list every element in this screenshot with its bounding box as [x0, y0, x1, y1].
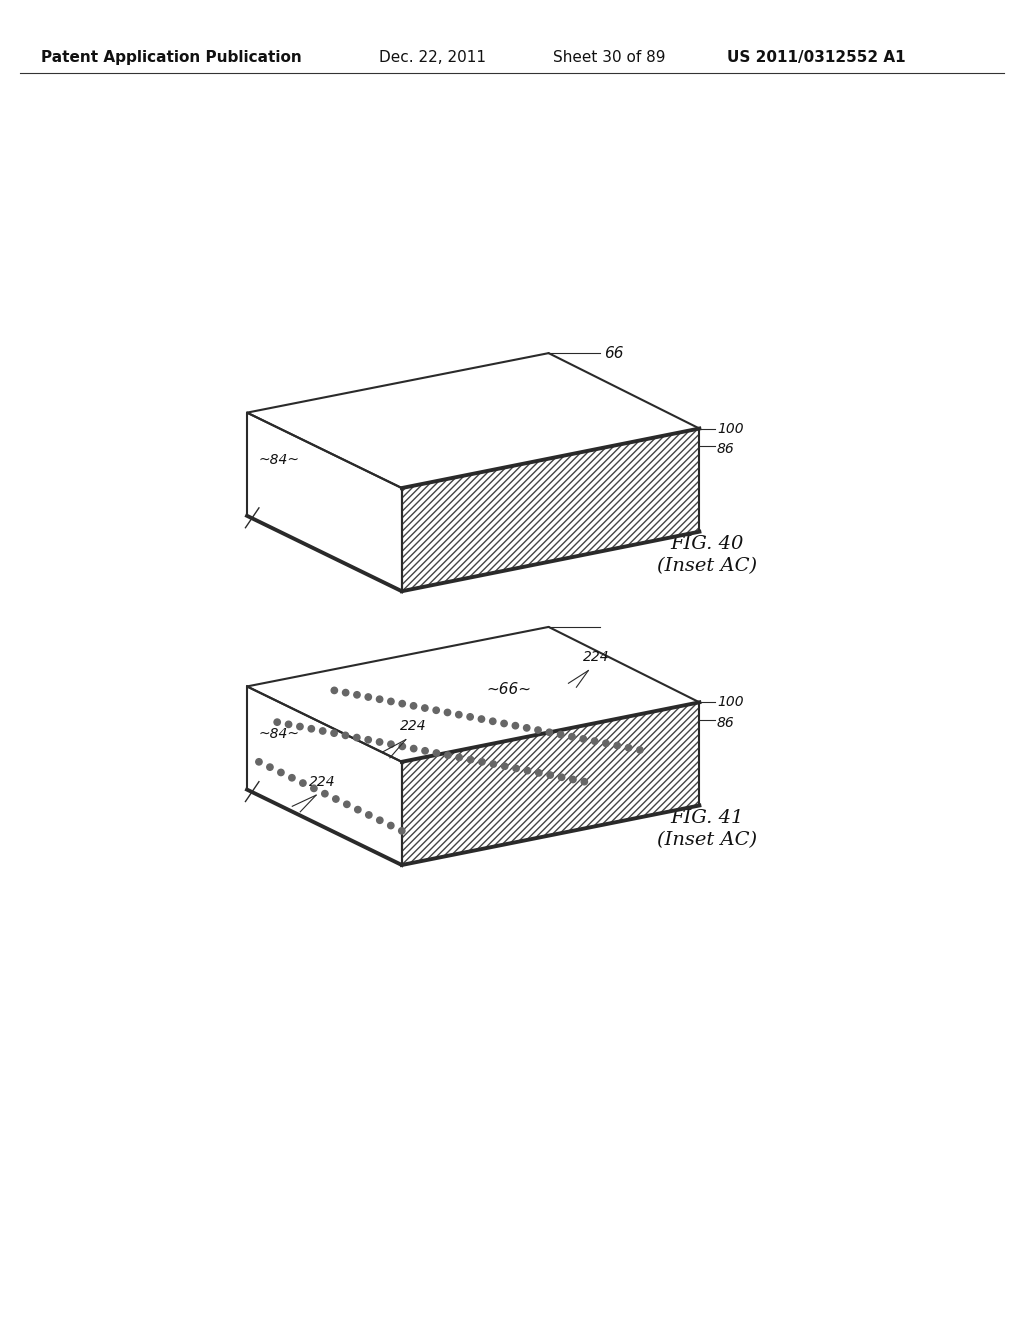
Text: 66: 66	[604, 346, 624, 360]
Circle shape	[581, 735, 587, 742]
Circle shape	[388, 741, 394, 747]
Polygon shape	[247, 627, 699, 762]
Circle shape	[546, 729, 553, 735]
Circle shape	[411, 702, 417, 709]
Circle shape	[366, 694, 372, 700]
Circle shape	[433, 708, 439, 713]
Text: FIG. 41: FIG. 41	[671, 809, 744, 826]
Circle shape	[558, 774, 565, 780]
Circle shape	[331, 730, 337, 737]
Text: 224: 224	[309, 775, 336, 788]
Circle shape	[377, 696, 383, 702]
Circle shape	[501, 721, 507, 726]
Circle shape	[354, 807, 361, 813]
Circle shape	[353, 734, 360, 741]
Circle shape	[512, 722, 518, 729]
Circle shape	[333, 796, 339, 803]
Text: ~84~: ~84~	[258, 453, 299, 467]
Circle shape	[411, 746, 417, 752]
Circle shape	[319, 727, 326, 734]
Text: Sheet 30 of 89: Sheet 30 of 89	[553, 50, 666, 65]
Circle shape	[569, 776, 577, 783]
Circle shape	[614, 742, 621, 748]
Circle shape	[342, 733, 348, 739]
Circle shape	[456, 754, 463, 760]
Circle shape	[603, 741, 609, 747]
Circle shape	[626, 744, 632, 751]
Circle shape	[535, 727, 542, 734]
Text: (Inset AC): (Inset AC)	[657, 832, 758, 849]
Circle shape	[444, 752, 451, 759]
Polygon shape	[247, 413, 401, 591]
Circle shape	[422, 747, 428, 754]
Text: Dec. 22, 2011: Dec. 22, 2011	[379, 50, 485, 65]
Circle shape	[342, 689, 349, 696]
Text: ~84~: ~84~	[258, 727, 299, 741]
Circle shape	[308, 726, 314, 731]
Circle shape	[365, 737, 372, 743]
Text: 86: 86	[717, 715, 734, 730]
Circle shape	[547, 772, 553, 779]
Text: 224: 224	[400, 719, 427, 733]
Circle shape	[637, 747, 643, 754]
Circle shape	[502, 763, 508, 770]
Circle shape	[286, 721, 292, 727]
Text: US 2011/0312552 A1: US 2011/0312552 A1	[727, 50, 905, 65]
Circle shape	[592, 738, 598, 744]
Circle shape	[513, 766, 519, 772]
Circle shape	[289, 775, 295, 781]
Circle shape	[388, 822, 394, 829]
Circle shape	[398, 828, 404, 834]
Circle shape	[322, 791, 328, 797]
Circle shape	[377, 817, 383, 824]
Circle shape	[278, 770, 284, 776]
Circle shape	[456, 711, 462, 718]
Circle shape	[274, 719, 281, 725]
Circle shape	[433, 750, 439, 756]
Circle shape	[467, 756, 474, 763]
Circle shape	[479, 759, 485, 766]
Circle shape	[366, 812, 372, 818]
Text: 100: 100	[717, 421, 743, 436]
Circle shape	[478, 715, 484, 722]
Circle shape	[310, 785, 317, 792]
Polygon shape	[401, 429, 699, 591]
Circle shape	[582, 779, 588, 785]
Circle shape	[557, 731, 564, 738]
Circle shape	[344, 801, 350, 808]
Circle shape	[354, 692, 360, 698]
Circle shape	[422, 705, 428, 711]
Polygon shape	[247, 686, 401, 865]
Circle shape	[524, 767, 530, 774]
Circle shape	[467, 714, 473, 719]
Circle shape	[444, 709, 451, 715]
Text: ~66~: ~66~	[486, 682, 531, 697]
Circle shape	[568, 734, 575, 741]
Polygon shape	[401, 702, 699, 865]
Text: 100: 100	[717, 696, 743, 709]
Text: FIG. 40: FIG. 40	[671, 535, 744, 553]
Circle shape	[536, 770, 542, 776]
Circle shape	[388, 698, 394, 705]
Circle shape	[523, 725, 529, 731]
Text: (Inset AC): (Inset AC)	[657, 557, 758, 576]
Circle shape	[377, 739, 383, 746]
Circle shape	[267, 764, 273, 771]
Circle shape	[399, 743, 406, 750]
Text: Patent Application Publication: Patent Application Publication	[41, 50, 302, 65]
Text: 86: 86	[717, 442, 734, 457]
Polygon shape	[247, 354, 699, 488]
Circle shape	[300, 780, 306, 787]
Circle shape	[489, 718, 496, 725]
Text: 224: 224	[583, 649, 609, 664]
Circle shape	[331, 688, 338, 693]
Circle shape	[490, 760, 497, 767]
Circle shape	[399, 701, 406, 706]
Circle shape	[297, 723, 303, 730]
Circle shape	[256, 759, 262, 766]
